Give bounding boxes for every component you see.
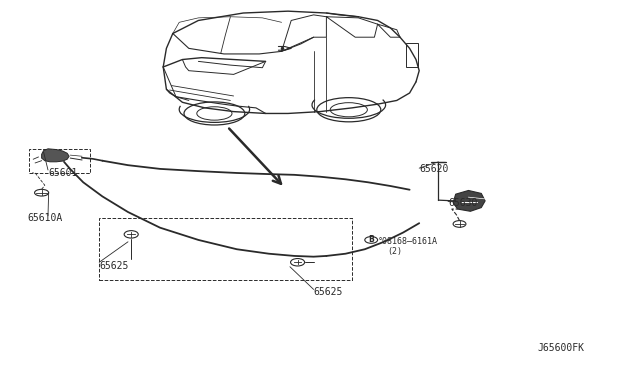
Text: 65625: 65625 xyxy=(314,287,343,297)
Polygon shape xyxy=(453,190,485,211)
Bar xyxy=(99,218,352,280)
Text: J65600FK: J65600FK xyxy=(538,343,584,353)
Bar xyxy=(29,149,90,173)
Polygon shape xyxy=(42,149,69,162)
Text: °08168–6161A: °08168–6161A xyxy=(378,237,438,246)
Text: 65630: 65630 xyxy=(448,198,477,208)
Text: 65610A: 65610A xyxy=(27,213,62,222)
Text: 65620: 65620 xyxy=(419,164,449,174)
Text: B: B xyxy=(369,235,374,244)
Text: 65625: 65625 xyxy=(99,261,129,271)
Text: (2): (2) xyxy=(387,247,402,256)
Text: 65601: 65601 xyxy=(48,168,77,178)
